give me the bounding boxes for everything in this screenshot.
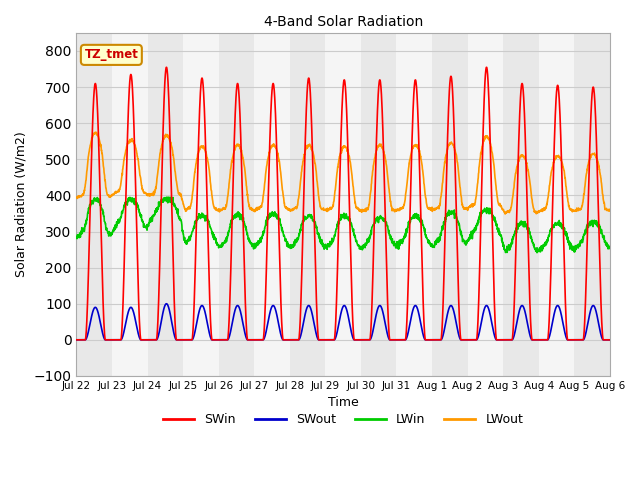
LWout (370, 159, 378, 165)
LWin (533, 250, 541, 255)
SWin (573, 337, 581, 343)
LWout (498, 206, 506, 212)
Bar (112, 33, 148, 376)
LWin (164, 194, 172, 200)
Y-axis label: Solar Radiation (W/m2): Solar Radiation (W/m2) (15, 132, 28, 277)
LWout (501, 211, 509, 217)
LWin (370, 220, 378, 226)
Title: 4-Band Solar Radiation: 4-Band Solar Radiation (264, 15, 423, 29)
Bar (361, 33, 397, 376)
SWin (221, 337, 229, 343)
SWin (559, 203, 566, 209)
SWin (163, 64, 170, 70)
SWout (606, 337, 614, 343)
LWin (498, 235, 506, 241)
LWout (72, 194, 80, 200)
SWin (358, 337, 366, 343)
Bar (397, 33, 432, 376)
SWout (573, 337, 581, 343)
Line: SWout: SWout (76, 304, 610, 340)
Bar (432, 33, 468, 376)
LWout (92, 129, 99, 135)
LWin (574, 244, 582, 250)
SWin (606, 337, 614, 343)
Line: LWout: LWout (76, 132, 610, 214)
SWout (163, 301, 170, 307)
Line: SWin: SWin (76, 67, 610, 340)
Bar (183, 33, 219, 376)
LWin (221, 237, 229, 243)
LWin (72, 235, 80, 241)
SWout (370, 323, 378, 328)
Bar (325, 33, 361, 376)
LWout (574, 208, 582, 214)
LWin (358, 247, 366, 252)
SWout (498, 337, 506, 343)
LWout (606, 206, 614, 212)
SWin (72, 337, 80, 343)
SWout (358, 337, 366, 343)
Bar (148, 33, 183, 376)
Bar (574, 33, 610, 376)
LWout (358, 208, 366, 214)
Bar (219, 33, 254, 376)
Legend: SWin, SWout, LWin, LWout: SWin, SWout, LWin, LWout (158, 408, 528, 432)
LWout (559, 165, 567, 170)
Bar (290, 33, 325, 376)
SWout (221, 337, 229, 343)
Bar (254, 33, 290, 376)
Bar (503, 33, 539, 376)
Line: LWin: LWin (76, 197, 610, 252)
SWin (370, 229, 378, 235)
SWout (72, 337, 80, 343)
LWin (606, 246, 614, 252)
Text: TZ_tmet: TZ_tmet (84, 48, 138, 61)
Bar (539, 33, 574, 376)
LWin (559, 222, 567, 228)
Bar (468, 33, 503, 376)
X-axis label: Time: Time (328, 396, 358, 409)
SWin (498, 337, 506, 343)
Bar (76, 33, 112, 376)
SWout (559, 319, 566, 324)
LWout (221, 206, 229, 212)
